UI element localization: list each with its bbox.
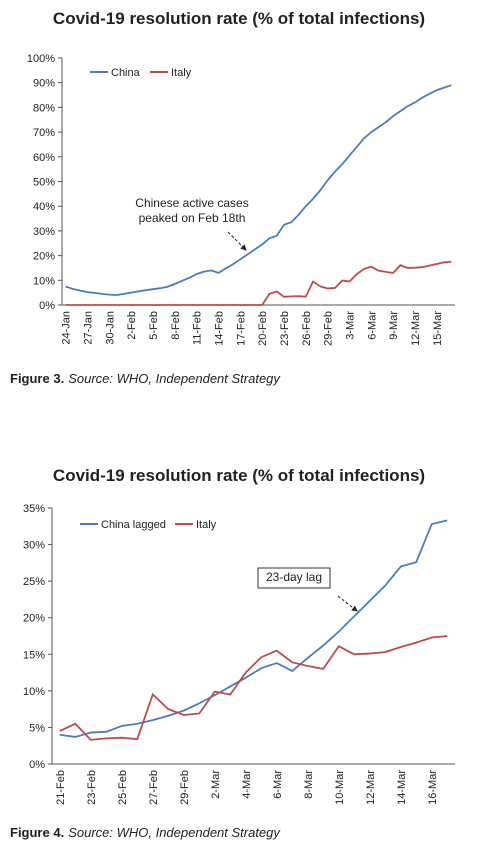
annotation-box [257, 567, 331, 589]
legend-label: China [111, 67, 141, 79]
y-tick-label: 90% [33, 78, 55, 90]
y-tick-label: 15% [23, 649, 45, 661]
x-tick-label: 10-Mar [334, 770, 346, 805]
caption-text: Source: WHO, Independent Strategy [68, 371, 281, 386]
y-tick-label: 40% [33, 201, 55, 213]
series-line [65, 84, 452, 297]
y-tick-label: 10% [23, 686, 45, 698]
x-tick-label: 29-Feb [179, 770, 191, 805]
chart-title: Covid-19 resolution rate (% of total inf… [53, 9, 425, 28]
x-tick-label: 21-Feb [55, 770, 67, 805]
series-line [65, 260, 452, 306]
y-tick-label: 0% [39, 300, 55, 312]
annotation-arrow [227, 231, 247, 251]
x-tick-label: 2-Mar [210, 770, 222, 799]
x-tick-label: 20-Feb [257, 311, 269, 346]
chart-title: Covid-19 resolution rate (% of total inf… [53, 466, 425, 485]
y-tick-label: 80% [33, 102, 55, 114]
x-tick-label: 4-Mar [241, 770, 253, 799]
annotation-arrow [337, 595, 358, 612]
x-tick-label: 23-Feb [279, 311, 291, 346]
caption-text: Source: WHO, Independent Strategy [68, 825, 281, 840]
x-tick-label: 30-Jan [104, 311, 116, 345]
y-tick-label: 5% [29, 722, 45, 734]
legend-label: China lagged [101, 519, 166, 531]
x-tick-label: 25-Feb [117, 770, 129, 805]
legend-label: Italy [196, 519, 217, 531]
x-tick-label: 8-Feb [170, 311, 182, 340]
x-tick-label: 9-Mar [388, 311, 400, 340]
y-tick-label: 30% [33, 226, 55, 238]
x-tick-label: 12-Mar [410, 311, 422, 346]
series-line [59, 519, 448, 738]
y-tick-label: 35% [23, 503, 45, 515]
y-tick-label: 30% [23, 540, 45, 552]
x-tick-label: 2-Feb [126, 311, 138, 340]
series-line [59, 635, 448, 741]
x-tick-label: 17-Feb [235, 311, 247, 346]
y-tick-label: 50% [33, 177, 55, 189]
x-tick-label: 6-Mar [366, 311, 378, 340]
y-tick-label: 10% [33, 275, 55, 287]
x-tick-label: 8-Mar [303, 770, 315, 799]
caption: Figure 3. Source: WHO, Independent Strate… [10, 371, 281, 386]
legend-label: Italy [171, 67, 192, 79]
x-tick-label: 27-Jan [82, 311, 94, 345]
x-tick-label: 14-Feb [213, 311, 225, 346]
annotation: 23-day lag [266, 570, 322, 584]
caption: Figure 4. Source: WHO, Independent Strate… [10, 825, 281, 840]
y-tick-label: 25% [23, 576, 45, 588]
x-tick-label: 16-Mar [427, 770, 439, 805]
x-tick-label: 6-Mar [272, 770, 284, 799]
y-tick-label: 20% [33, 251, 55, 263]
x-tick-label: 23-Feb [86, 770, 98, 805]
x-tick-label: 29-Feb [323, 311, 335, 346]
annotation: peaked on Feb 18th [139, 211, 246, 225]
x-tick-label: 15-Mar [432, 311, 444, 346]
x-tick-label: 26-Feb [301, 311, 313, 346]
y-tick-label: 100% [27, 53, 55, 65]
caption-label: Figure 3. [10, 371, 64, 386]
annotation: Chinese active cases [135, 196, 248, 210]
y-tick-label: 20% [23, 613, 45, 625]
y-tick-label: 60% [33, 152, 55, 164]
x-tick-label: 11-Feb [192, 311, 204, 345]
caption-label: Figure 4. [10, 825, 64, 840]
x-tick-label: 24-Jan [61, 311, 73, 345]
y-tick-label: 70% [33, 127, 55, 139]
x-tick-label: 27-Feb [148, 770, 160, 805]
y-tick-label: 0% [29, 759, 45, 771]
x-tick-label: 14-Mar [396, 770, 408, 805]
x-tick-label: 5-Feb [148, 311, 160, 340]
x-tick-label: 12-Mar [365, 770, 377, 805]
x-tick-label: 3-Mar [344, 311, 356, 340]
